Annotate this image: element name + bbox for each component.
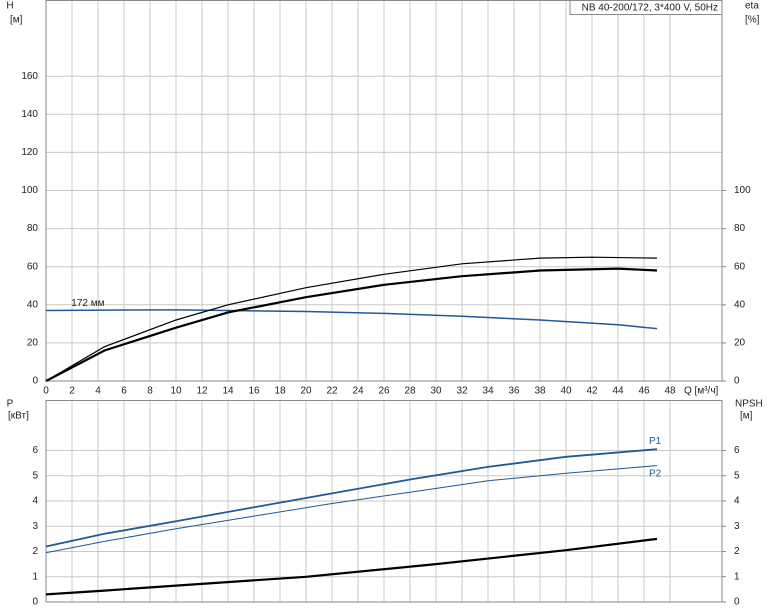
curve — [45, 448, 658, 548]
y2-axis-label: eta — [745, 1, 759, 12]
curve — [45, 309, 658, 330]
y-axis-unit: [кВт] — [8, 411, 29, 422]
x-tick-label: 34 — [482, 386, 494, 397]
x-tick-label: 16 — [248, 386, 260, 397]
y2-tick-label: 3 — [734, 521, 740, 532]
y2-tick-label: 80 — [734, 223, 746, 234]
curve — [45, 256, 658, 382]
y-tick-label: 0 — [32, 597, 38, 608]
y2-tick-label: 1 — [734, 571, 740, 582]
y2-tick-label: 20 — [734, 338, 746, 349]
x-tick-label: 14 — [222, 386, 234, 397]
y-axis-label: P — [7, 399, 14, 410]
y-tick-label: 140 — [21, 109, 38, 120]
y-tick-label: 80 — [27, 223, 39, 234]
plot-frame — [45, 400, 723, 603]
y-tick-label: 120 — [21, 147, 38, 158]
y-tick-label: 20 — [27, 338, 39, 349]
y2-tick-label: 2 — [734, 546, 740, 557]
y2-tick-label: 100 — [734, 185, 751, 196]
y-axis-label: H — [6, 1, 13, 12]
curve-label: P2 — [649, 468, 662, 479]
x-tick-label: 32 — [456, 386, 468, 397]
curve — [45, 267, 658, 382]
y-tick-label: 3 — [32, 521, 38, 532]
y-tick-label: 2 — [32, 546, 38, 557]
curve — [45, 537, 658, 596]
x-tick-label: 40 — [560, 386, 572, 397]
y2-axis-label: NPSH — [735, 399, 763, 410]
annotation: 172 мм — [71, 298, 104, 309]
y2-tick-label: 5 — [734, 470, 740, 481]
x-tick-label: 48 — [664, 386, 676, 397]
x-tick-label: 44 — [612, 386, 624, 397]
x-axis-label: Q [м³/ч] — [684, 386, 719, 397]
x-tick-label: 20 — [300, 386, 312, 397]
y-tick-label: 1 — [32, 571, 38, 582]
x-tick-label: 4 — [95, 386, 101, 397]
x-tick-label: 26 — [378, 386, 390, 397]
x-tick-label: 12 — [196, 386, 208, 397]
x-tick-label: 30 — [430, 386, 442, 397]
y-tick-label: 4 — [32, 496, 38, 507]
x-tick-label: 2 — [69, 386, 75, 397]
x-tick-label: 46 — [638, 386, 650, 397]
y2-tick-label: 60 — [734, 261, 746, 272]
x-tick-label: 36 — [508, 386, 520, 397]
x-tick-label: 6 — [121, 386, 127, 397]
x-tick-label: 38 — [534, 386, 546, 397]
y-tick-label: 6 — [32, 445, 38, 456]
x-tick-label: 22 — [326, 386, 338, 397]
y2-tick-label: 6 — [734, 445, 740, 456]
x-tick-label: 28 — [404, 386, 416, 397]
x-tick-label: 8 — [147, 386, 153, 397]
y-tick-label: 40 — [27, 299, 39, 310]
x-tick-label: 24 — [352, 386, 364, 397]
y-tick-label: 5 — [32, 470, 38, 481]
y2-tick-label: 4 — [734, 496, 740, 507]
x-tick-label: 18 — [274, 386, 286, 397]
y2-tick-label: 0 — [734, 597, 740, 608]
y2-axis-unit: [%] — [745, 15, 760, 26]
chart-title: NB 40-200/172, 3*400 V, 50Hz — [582, 3, 718, 14]
y-axis-unit: [м] — [10, 15, 23, 26]
y-tick-label: 100 — [21, 185, 38, 196]
y-tick-label: 160 — [21, 71, 38, 82]
y2-axis-unit: [м] — [740, 411, 753, 422]
y2-tick-label: 40 — [734, 299, 746, 310]
curve-label: P1 — [649, 436, 662, 447]
y-tick-label: 60 — [27, 261, 39, 272]
x-tick-label: 0 — [43, 386, 49, 397]
x-tick-label: 10 — [170, 386, 182, 397]
x-tick-label: 42 — [586, 386, 598, 397]
y-tick-label: 0 — [32, 376, 38, 387]
plot-frame — [45, 0, 723, 382]
title-box — [569, 0, 723, 15]
curve — [45, 465, 658, 554]
y2-tick-label: 0 — [734, 376, 740, 387]
